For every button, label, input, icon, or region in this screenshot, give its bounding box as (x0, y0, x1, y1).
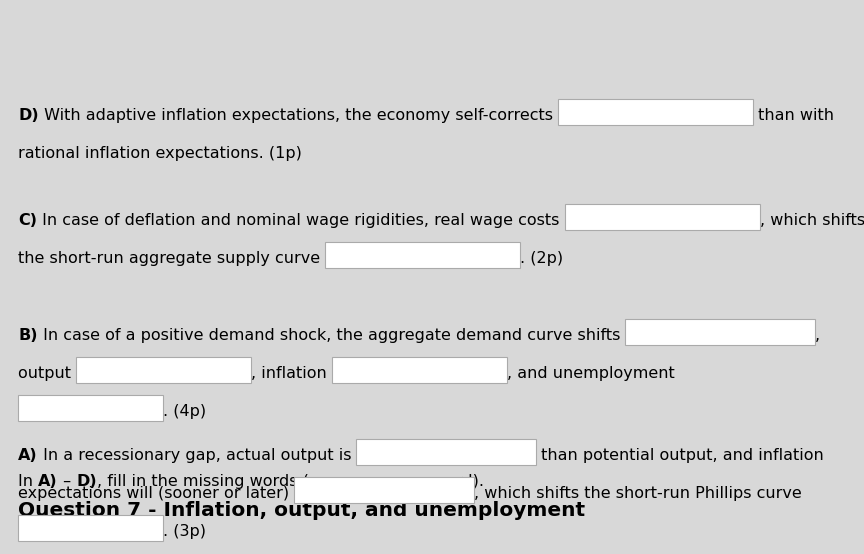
Text: D): D) (76, 474, 97, 489)
Text: . (2p): . (2p) (520, 251, 563, 266)
Text: , fill in the missing words (one gap = one word).: , fill in the missing words (one gap = o… (97, 474, 484, 489)
Bar (332, 357, 507, 383)
Text: A): A) (38, 474, 58, 489)
Bar (295, 477, 474, 503)
Text: C): C) (18, 213, 37, 228)
Bar (76, 357, 251, 383)
Text: Question 7 - Inflation, output, and unemployment: Question 7 - Inflation, output, and unem… (18, 501, 585, 520)
Text: than with: than with (753, 108, 834, 123)
Text: With adaptive inflation expectations, the economy self-corrects: With adaptive inflation expectations, th… (39, 108, 558, 123)
Text: A): A) (18, 448, 38, 463)
Bar (325, 242, 520, 268)
Bar (18, 395, 163, 421)
Bar (18, 515, 163, 541)
Text: B): B) (18, 328, 37, 343)
Text: In a recessionary gap, actual output is: In a recessionary gap, actual output is (38, 448, 356, 463)
Bar (356, 439, 537, 465)
Text: , which shifts the short-run Phillips curve: , which shifts the short-run Phillips cu… (474, 486, 802, 501)
Text: ,: , (815, 328, 820, 343)
Text: , and unemployment: , and unemployment (507, 366, 675, 381)
Text: In case of deflation and nominal wage rigidities, real wage costs: In case of deflation and nominal wage ri… (37, 213, 564, 228)
Text: than potential output, and inflation: than potential output, and inflation (537, 448, 824, 463)
Text: In case of a positive demand shock, the aggregate demand curve shifts: In case of a positive demand shock, the … (37, 328, 625, 343)
Text: rational inflation expectations. (1p): rational inflation expectations. (1p) (18, 146, 302, 161)
Bar (564, 204, 759, 230)
Text: the short-run aggregate supply curve: the short-run aggregate supply curve (18, 251, 325, 266)
Text: . (4p): . (4p) (163, 404, 206, 419)
Text: , which shifts: , which shifts (759, 213, 864, 228)
Text: . (3p): . (3p) (163, 524, 206, 539)
Text: In: In (18, 474, 38, 489)
Bar (625, 319, 815, 345)
Bar (558, 99, 753, 125)
Text: output: output (18, 366, 76, 381)
Text: , inflation: , inflation (251, 366, 332, 381)
Text: –: – (58, 474, 76, 489)
Text: expectations will (sooner or later): expectations will (sooner or later) (18, 486, 295, 501)
Text: D): D) (18, 108, 39, 123)
